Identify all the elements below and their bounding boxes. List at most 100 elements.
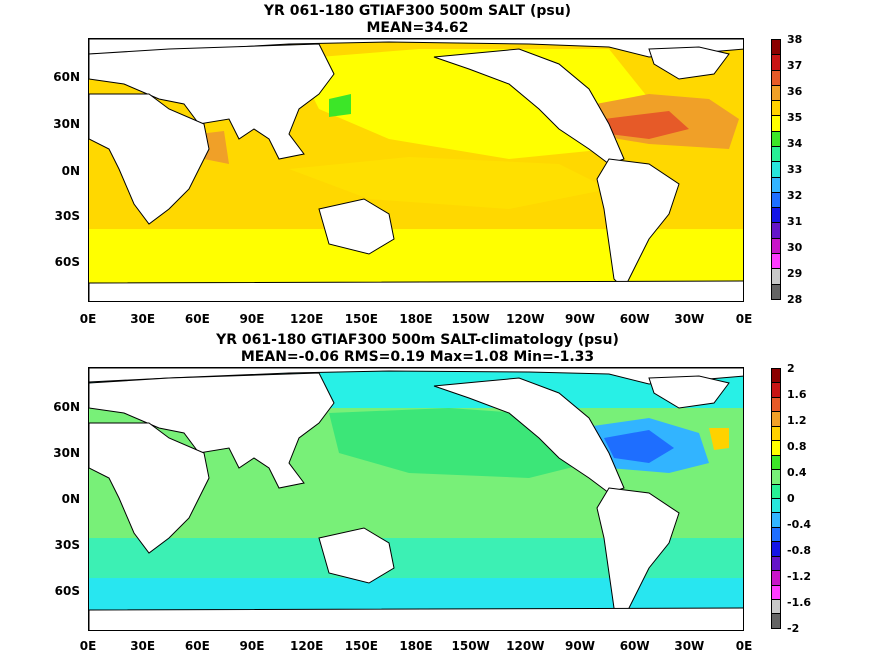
map1-lon-label: 0E (735, 312, 753, 326)
map2-lat-label-60n: 60N (53, 400, 80, 414)
map1-plot-area (88, 38, 744, 302)
colorbar-cell (771, 207, 781, 224)
map1-lon-label: 60E (184, 312, 210, 326)
map1-lon-label: 180E (399, 312, 433, 326)
colorbar-tick-label: 0.8 (787, 440, 807, 453)
map2-gulf-stream-neg (604, 430, 674, 463)
map2-landmasses (89, 368, 743, 630)
map2-lon-label: 120W (506, 639, 545, 653)
map1-land-africa (89, 93, 210, 225)
colorbar-cell (771, 252, 781, 270)
colorbar-tick-label: 1.6 (787, 388, 807, 401)
map1-colorbar (771, 39, 781, 300)
colorbar-cell (771, 584, 781, 600)
map2-lon-label: 150E (344, 639, 378, 653)
colorbar-tick-label: 31 (787, 215, 803, 228)
colorbar-tick-label: 37 (787, 59, 803, 72)
map1-svg (89, 39, 743, 301)
colorbar-cell (771, 411, 781, 427)
map2-lon-label: 150W (451, 639, 490, 653)
colorbar-cell (771, 382, 781, 398)
colorbar-tick-label: 0.4 (787, 466, 807, 479)
map2-land-australia (318, 527, 395, 584)
colorbar-cell (771, 69, 781, 86)
map1-lon-label: 120W (506, 312, 545, 326)
colorbar-cell (771, 145, 781, 163)
map2-lon-label: 30W (674, 639, 705, 653)
colorbar-cell (771, 84, 781, 102)
map2-lat-label-0n: 0N (61, 492, 80, 506)
map2-lon-label: 90E (239, 639, 265, 653)
map2-antarctic-anomaly (89, 578, 743, 610)
map2-lon-label: 120E (290, 639, 324, 653)
colorbar-cell (771, 268, 781, 285)
map2-lon-label: 180E (399, 639, 433, 653)
map2-lat-label-30n: 30N (53, 446, 80, 460)
colorbar-cell (771, 454, 781, 471)
colorbar-tick-label: 33 (787, 163, 803, 176)
colorbar-cell (771, 483, 781, 499)
colorbar-cell (771, 54, 781, 71)
map2-title: YR 061-180 GTIAF300 500m SALT-climatolog… (216, 332, 619, 348)
colorbar-cell (771, 283, 781, 300)
colorbar-tick-label: 34 (787, 137, 803, 150)
colorbar-tick-label: 32 (787, 189, 803, 202)
colorbar-cell (771, 222, 781, 239)
map1-lat-label-30n: 30N (53, 117, 80, 131)
map2-labrador-pos (709, 428, 729, 450)
map1-lat-label-30s: 30S (54, 209, 80, 223)
map2-plot-area (88, 367, 744, 631)
colorbar-tick-label: 2 (787, 362, 795, 375)
colorbar-tick-label: -0.4 (787, 518, 812, 531)
colorbar-cell (771, 526, 781, 543)
colorbar-cell (771, 425, 781, 442)
colorbar-cell (771, 130, 781, 147)
map2-lat-label-30s: 30S (54, 538, 80, 552)
map2-lon-label: 0E (79, 639, 97, 653)
map1-lon-label: 90E (239, 312, 265, 326)
map2-land-eurasia (89, 372, 335, 489)
colorbar-cell (771, 368, 781, 384)
colorbar-cell (771, 599, 781, 615)
colorbar-cell (771, 191, 781, 209)
map1-lat-label-60s: 60S (54, 255, 80, 269)
map2-subtitle: MEAN=-0.06 RMS=0.19 Max=1.08 Min=-1.33 (240, 349, 595, 365)
map2-land-africa (89, 422, 210, 554)
colorbar-cell (771, 555, 781, 572)
map1-tropical-pacific (289, 157, 609, 209)
map2-land-greenland (648, 375, 730, 409)
map2-svg (89, 368, 743, 630)
map2-lat-label-60s: 60S (54, 584, 80, 598)
map1-subtitle: MEAN=34.62 (366, 20, 469, 36)
colorbar-cell (771, 469, 781, 485)
colorbar-tick-label: 1.2 (787, 414, 807, 427)
colorbar-cell (771, 497, 781, 514)
colorbar-tick-label: -0.8 (787, 544, 812, 557)
colorbar-tick-label: 36 (787, 85, 803, 98)
colorbar-cell (771, 396, 781, 413)
map1-lon-label: 0E (79, 312, 97, 326)
map1-land-eurasia (89, 43, 335, 160)
map1-landmasses (89, 39, 743, 301)
map2-lon-label: 60E (184, 639, 210, 653)
map1-lat-label-60n: 60N (53, 70, 80, 84)
map1-lon-label: 30E (130, 312, 156, 326)
map1-land-greenland (648, 46, 730, 80)
colorbar-cell (771, 237, 781, 254)
colorbar-cell (771, 39, 781, 56)
map1-lat-label-0n: 0N (61, 164, 80, 178)
map1-lon-label: 30W (674, 312, 705, 326)
map1-land-australia (318, 198, 395, 255)
colorbar-cell (771, 512, 781, 528)
colorbar-tick-label: -1.6 (787, 596, 812, 609)
colorbar-tick-label: 0 (787, 492, 795, 505)
map2-lon-label: 90W (565, 639, 595, 653)
colorbar-cell (771, 570, 781, 586)
colorbar-tick-label: 35 (787, 111, 803, 124)
colorbar-tick-label: -2 (787, 622, 800, 635)
map2-lon-label: 60W (619, 639, 650, 653)
colorbar-tick-label: 29 (787, 267, 803, 280)
map2-colorbar (771, 368, 781, 629)
colorbar-cell (771, 440, 781, 456)
colorbar-tick-label: 30 (787, 241, 803, 254)
